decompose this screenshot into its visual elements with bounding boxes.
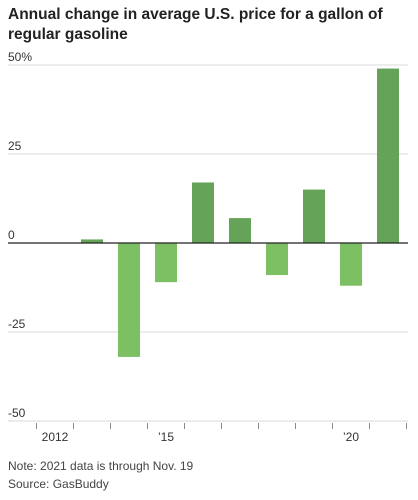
bar-2021 [377,68,399,243]
source-note: Source: GasBuddy [8,477,109,491]
bar-2019 [303,189,325,243]
x-tick-label: ’15 [158,430,174,444]
y-axis-labels: 50% 25 0 -25 -50 [8,50,32,420]
bar-2013 [81,239,103,243]
y-tick-label: -25 [8,317,26,331]
bar-2014 [118,243,140,357]
bar-2017 [229,218,251,243]
y-tick-label: 25 [8,139,22,153]
bar-2015 [155,243,177,283]
y-tick-label: 50% [8,50,32,64]
bar-chart: 50% 25 0 -25 -50 2012 ’15 ’20 [8,50,408,444]
bar-2016 [192,182,214,243]
y-tick-label: -50 [8,406,26,420]
gridlines [8,64,408,422]
y-tick-label: 0 [8,228,15,242]
bars [81,68,399,357]
x-axis-ticks: 2012 ’15 ’20 [36,423,407,444]
x-tick-label: ’20 [343,430,359,444]
x-tick-label: 2012 [42,430,69,444]
chart-title: Annual change in average U.S. price for … [8,6,383,43]
bar-2018 [266,243,288,276]
bar-2020 [340,243,362,286]
footnote: Note: 2021 data is through Nov. 19 [8,459,194,473]
